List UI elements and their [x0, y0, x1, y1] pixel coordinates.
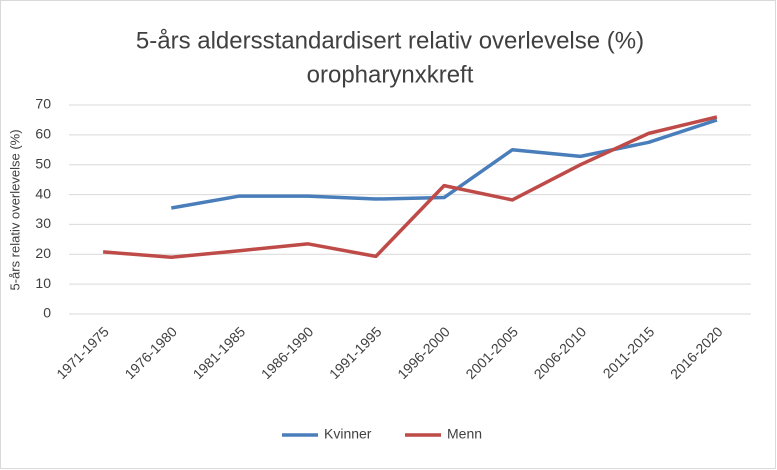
- legend-label: Kvinner: [324, 426, 372, 442]
- line-series: [170, 118, 718, 210]
- y-tick-label: 20: [35, 245, 51, 261]
- y-tick-label: 60: [35, 126, 51, 142]
- chart-title: oropharynxkreft: [307, 61, 474, 88]
- y-tick-label: 40: [35, 185, 51, 201]
- y-tick-label: 70: [35, 96, 51, 112]
- y-tick-label: 0: [43, 305, 51, 321]
- line-series: [102, 115, 718, 260]
- y-tick-label: 10: [35, 275, 51, 291]
- legend-label: Menn: [447, 426, 482, 442]
- y-tick-label: 50: [35, 155, 51, 171]
- chart-title: 5-års aldersstandardisert relativ overle…: [136, 27, 644, 54]
- y-axis-label: 5-års relativ overlevelse (%): [7, 129, 22, 290]
- y-tick-label: 30: [35, 215, 51, 231]
